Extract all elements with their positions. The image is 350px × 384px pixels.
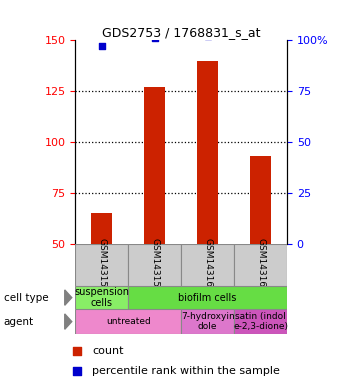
Text: 7-hydroxyin
dole: 7-hydroxyin dole: [181, 312, 234, 331]
Bar: [144, 87, 165, 244]
Point: [258, 31, 263, 37]
Bar: [128, 286, 287, 309]
Text: agent: agent: [4, 316, 34, 327]
Text: GSM143160: GSM143160: [203, 238, 212, 292]
Bar: [234, 244, 287, 286]
Bar: [181, 244, 234, 286]
Text: GSM143158: GSM143158: [97, 238, 106, 292]
Bar: [181, 309, 234, 334]
Text: suspension
cells: suspension cells: [74, 287, 129, 308]
Bar: [197, 61, 218, 244]
Text: biofilm cells: biofilm cells: [178, 293, 237, 303]
Text: satin (indol
e-2,3-dione): satin (indol e-2,3-dione): [233, 312, 288, 331]
Bar: [234, 309, 287, 334]
Bar: [75, 286, 128, 309]
Text: count: count: [92, 346, 124, 356]
Point: [99, 43, 105, 50]
Text: GSM143159: GSM143159: [150, 238, 159, 292]
Bar: [75, 244, 128, 286]
Text: GSM143161: GSM143161: [256, 238, 265, 292]
Point: [152, 35, 158, 41]
Text: percentile rank within the sample: percentile rank within the sample: [92, 366, 280, 376]
Text: cell type: cell type: [4, 293, 48, 303]
Bar: [75, 309, 181, 334]
Bar: [128, 244, 181, 286]
Text: untreated: untreated: [106, 317, 150, 326]
Point: [205, 33, 210, 39]
Bar: [91, 214, 112, 244]
Point: [74, 368, 80, 374]
Title: GDS2753 / 1768831_s_at: GDS2753 / 1768831_s_at: [102, 26, 260, 39]
Point: [74, 348, 80, 354]
Bar: [250, 156, 271, 244]
